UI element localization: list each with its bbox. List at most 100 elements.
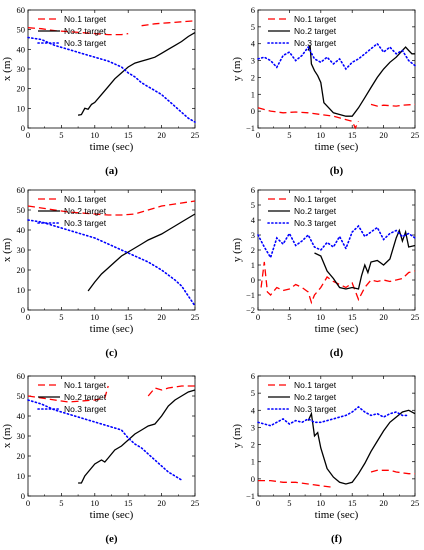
- x-tick-label: 0: [26, 498, 30, 508]
- plot-frame: [27, 189, 196, 311]
- y-tick-label: −1: [246, 491, 255, 501]
- legend-label-1: No.1 target: [64, 14, 107, 24]
- series-line-2-segment-1: [314, 228, 416, 290]
- y-tick-label: 2: [251, 245, 255, 255]
- y-tick-label: 6: [251, 5, 255, 15]
- x-tick-label: 25: [411, 312, 420, 322]
- y-tick-label: 3: [251, 230, 255, 240]
- chart-panel-1: 0 5 10 15 20 25 0 10 20 30 40 50 60 time (sec) x (m) (a…: [1, 5, 199, 177]
- series-line-1-segment-1: [258, 479, 334, 489]
- x-tick-label: 15: [348, 498, 357, 508]
- x-tick-label: 5: [59, 498, 63, 508]
- y-tick-label: 2: [251, 72, 255, 82]
- x-tick-label: 0: [256, 498, 260, 508]
- x-axis-label: time (sec): [90, 141, 134, 153]
- legend-label-1: No.1 target: [64, 380, 107, 390]
- x-tick-label: 10: [317, 498, 326, 508]
- chart-panel-3: 0 5 10 15 20 25 0 10 20 30 40 50 60 time (sec) x (m) (c…: [1, 185, 199, 359]
- legend-label-2: No.2 target: [64, 26, 107, 36]
- y-tick-label: 0: [21, 491, 25, 501]
- panel-label: (c): [105, 347, 118, 359]
- y-tick-label: 2: [251, 440, 255, 450]
- y-tick-label: 0: [21, 305, 25, 315]
- y-axis-label: x (m): [1, 57, 13, 81]
- x-tick-label: 25: [411, 498, 420, 508]
- x-tick-label: 15: [348, 130, 357, 140]
- x-tick-label: 15: [348, 312, 357, 322]
- y-tick-label: 1: [251, 260, 255, 270]
- y-tick-label: 5: [251, 388, 255, 398]
- y-tick-label: 3: [251, 422, 255, 432]
- chart-panel-5: 0 5 10 15 20 25 0 10 20 30 40 50 60 time (sec) x (m) (e…: [1, 371, 199, 545]
- y-tick-label: 0: [251, 474, 255, 484]
- legend-label-1: No.1 target: [294, 380, 337, 390]
- y-tick-label: 50: [17, 205, 26, 215]
- plot-frame: [27, 9, 196, 129]
- x-axis-label: time (sec): [90, 323, 134, 335]
- x-tick-label: 15: [124, 130, 133, 140]
- y-tick-label: 30: [17, 64, 26, 74]
- legend-label-3: No.3 target: [64, 218, 107, 228]
- x-tick-label: 5: [287, 130, 291, 140]
- x-tick-label: 10: [317, 312, 326, 322]
- y-tick-label: 0: [251, 106, 255, 116]
- x-axis-label: time (sec): [315, 509, 359, 521]
- y-tick-label: 50: [17, 391, 26, 401]
- y-tick-label: 3: [251, 56, 255, 66]
- x-tick-label: 5: [287, 312, 291, 322]
- y-tick-label: 0: [251, 275, 255, 285]
- panel-label: (d): [330, 347, 344, 359]
- x-tick-label: 0: [26, 130, 30, 140]
- x-tick-label: 25: [411, 130, 420, 140]
- x-tick-label: 10: [91, 312, 100, 322]
- legend-label-1: No.1 target: [294, 14, 337, 24]
- x-tick-label: 15: [124, 498, 133, 508]
- y-axis-label: y (m): [231, 57, 243, 81]
- legend-label-1: No.1 target: [294, 194, 337, 204]
- series-line-1-segment-1: [260, 261, 416, 305]
- y-axis-label: x (m): [1, 238, 13, 262]
- y-tick-label: 6: [251, 371, 255, 381]
- y-tick-label: 50: [17, 25, 26, 35]
- y-tick-label: 4: [251, 215, 256, 225]
- series-line-1-segment-1: [27, 200, 196, 216]
- series-line-1-segment-2: [370, 103, 416, 107]
- y-tick-label: 0: [21, 123, 25, 133]
- legend-label-2: No.2 target: [294, 392, 337, 402]
- plot-frame: [27, 375, 196, 497]
- y-tick-label: 1: [251, 89, 255, 99]
- y-tick-label: 40: [17, 225, 26, 235]
- x-tick-label: 25: [191, 498, 200, 508]
- x-axis-label: time (sec): [315, 141, 359, 153]
- legend-label-2: No.2 target: [64, 392, 107, 402]
- y-axis-label: y (m): [231, 424, 243, 448]
- series-line-1-segment-1: [257, 107, 360, 130]
- series-line-3-segment-1: [27, 219, 196, 307]
- y-axis-label: y (m): [231, 238, 243, 262]
- x-tick-label: 5: [287, 498, 291, 508]
- y-tick-label: 40: [17, 44, 26, 54]
- series-line-1-segment-2: [141, 20, 196, 27]
- series-line-2-segment-1: [77, 32, 196, 116]
- y-tick-label: 4: [251, 405, 256, 415]
- y-tick-label: 60: [17, 5, 26, 15]
- y-tick-label: −2: [246, 305, 255, 315]
- series-line-2-segment-1: [78, 389, 196, 484]
- y-tick-label: 20: [17, 84, 26, 94]
- panel-label: (f): [331, 533, 342, 545]
- x-tick-label: 20: [379, 498, 388, 508]
- series-line-3-segment-1: [257, 224, 416, 260]
- y-tick-label: −1: [246, 123, 255, 133]
- x-tick-label: 10: [91, 498, 100, 508]
- y-tick-label: 30: [17, 431, 26, 441]
- plot-frame: [257, 189, 416, 311]
- legend-label-2: No.2 target: [294, 26, 337, 36]
- series-line-1-segment-2: [370, 469, 415, 475]
- y-axis-label: x (m): [1, 424, 13, 448]
- plot-frame: [257, 375, 416, 497]
- y-tick-label: 5: [251, 22, 255, 32]
- chart-panel-4: 0 5 10 15 20 25 −2 −1 0 1 2 3 4 5 6 time (sec) y (m) (d) N…: [231, 185, 419, 359]
- x-tick-label: 20: [379, 130, 388, 140]
